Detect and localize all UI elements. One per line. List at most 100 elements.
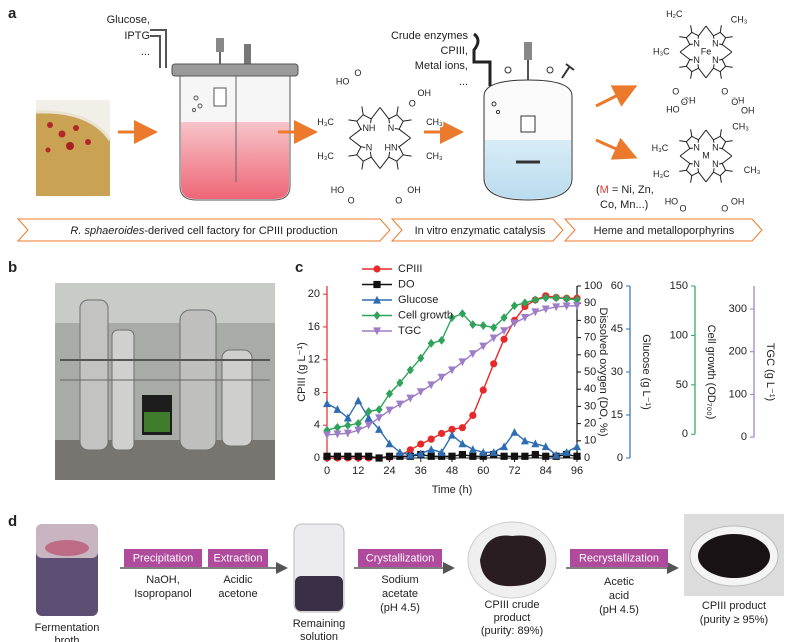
- bubble: [491, 101, 497, 107]
- tick-label: 20: [584, 418, 596, 430]
- tick-label: 10: [584, 435, 596, 447]
- panel-label: b: [8, 259, 17, 276]
- tick-label: 60: [611, 280, 623, 292]
- substituent-bond: [719, 25, 722, 33]
- marker: [333, 422, 342, 432]
- marker: [448, 430, 456, 439]
- marker: [562, 448, 571, 456]
- marker: [500, 327, 509, 336]
- x-tick-label: 48: [446, 465, 458, 477]
- tick-label: 50: [584, 366, 596, 378]
- pyrrole-ring: [685, 135, 700, 150]
- tick-label: 150: [670, 280, 688, 292]
- substituent-bond: [348, 119, 357, 122]
- meso-bond: [379, 107, 390, 120]
- marker: [500, 335, 508, 343]
- legend-label: CPIII: [398, 263, 422, 275]
- pyrrole-ring: [712, 162, 727, 177]
- tick-label: 12: [308, 354, 320, 366]
- marker: [500, 452, 508, 460]
- atom-label: O: [731, 97, 738, 107]
- tick-label: 300: [729, 303, 747, 315]
- tick-label: 20: [308, 288, 320, 300]
- marker: [427, 435, 435, 443]
- atom-label: N: [693, 159, 700, 169]
- marker: [354, 396, 363, 405]
- marker: [323, 452, 331, 460]
- axis-title: CPIII (g L⁻¹): [296, 342, 308, 402]
- meso-bond: [705, 129, 714, 141]
- marker: [468, 445, 477, 453]
- atom-label: H₃C: [317, 117, 334, 127]
- tick-label: 60: [584, 349, 596, 361]
- marker: [406, 450, 415, 459]
- bubble: [495, 109, 501, 115]
- marker: [396, 378, 404, 388]
- tick-label: 8: [314, 386, 320, 398]
- enzyme-reactor: [472, 32, 575, 201]
- marker: [333, 405, 342, 413]
- reagent: Acidic: [223, 574, 253, 586]
- legend-marker: [373, 265, 381, 273]
- axis-title: Dissolved oxygen (DO, %): [597, 308, 609, 437]
- marker: [343, 429, 352, 438]
- marker: [500, 442, 509, 451]
- substituent-bond: [725, 65, 733, 68]
- feed-text: Metal ions,: [415, 60, 468, 72]
- meso-bond: [679, 44, 691, 53]
- meso-bond: [721, 155, 733, 164]
- atom-label: N: [712, 159, 719, 169]
- tick-label: 0: [584, 452, 590, 464]
- valve: [546, 66, 554, 74]
- product-photo: [684, 514, 784, 596]
- meso-bond: [379, 156, 390, 169]
- marker: [427, 445, 436, 453]
- substituent-bond: [679, 36, 687, 39]
- marker: [448, 452, 456, 460]
- marker: [385, 389, 394, 399]
- marker: [417, 353, 425, 363]
- panel-label: d: [8, 513, 17, 530]
- meso-bond: [721, 44, 733, 53]
- tick-label: 0: [617, 452, 623, 464]
- tick-label: 30: [611, 366, 623, 378]
- solution: [295, 576, 343, 611]
- marker: [385, 452, 394, 460]
- reagent: NaOH,: [146, 574, 180, 586]
- pyrrole-ring: [685, 31, 700, 46]
- step-name: Crystallization: [366, 552, 434, 564]
- feed-text: CPIII,: [440, 45, 468, 57]
- atom-label: CH₃: [744, 165, 761, 175]
- marker: [406, 446, 414, 454]
- meso-bond: [398, 137, 411, 148]
- substituent-bond: [725, 36, 733, 39]
- marker: [437, 335, 446, 345]
- legend-marker: [373, 311, 381, 320]
- marker: [427, 381, 436, 390]
- marker: [385, 406, 394, 415]
- atom-label: O: [409, 98, 416, 108]
- marker: [531, 295, 539, 305]
- meso-bond: [370, 156, 381, 169]
- motor: [216, 38, 224, 52]
- species: R. sphaeroides: [70, 225, 144, 237]
- dish-rim: [35, 110, 112, 141]
- marker: [406, 394, 415, 403]
- stage-chevron: [16, 218, 391, 242]
- meso-bond: [698, 129, 707, 141]
- impeller: [520, 115, 536, 133]
- marker: [469, 452, 477, 460]
- marker: [343, 413, 352, 422]
- substituent-bond: [679, 65, 687, 68]
- marker: [552, 450, 561, 459]
- substituent-bond: [690, 175, 693, 183]
- colony: [66, 142, 74, 150]
- marker: [448, 366, 456, 375]
- bubble: [191, 107, 197, 113]
- marker: [500, 313, 508, 323]
- marker: [510, 428, 519, 436]
- reagent: Acetic: [604, 576, 634, 588]
- reagent: Sodium: [381, 574, 418, 586]
